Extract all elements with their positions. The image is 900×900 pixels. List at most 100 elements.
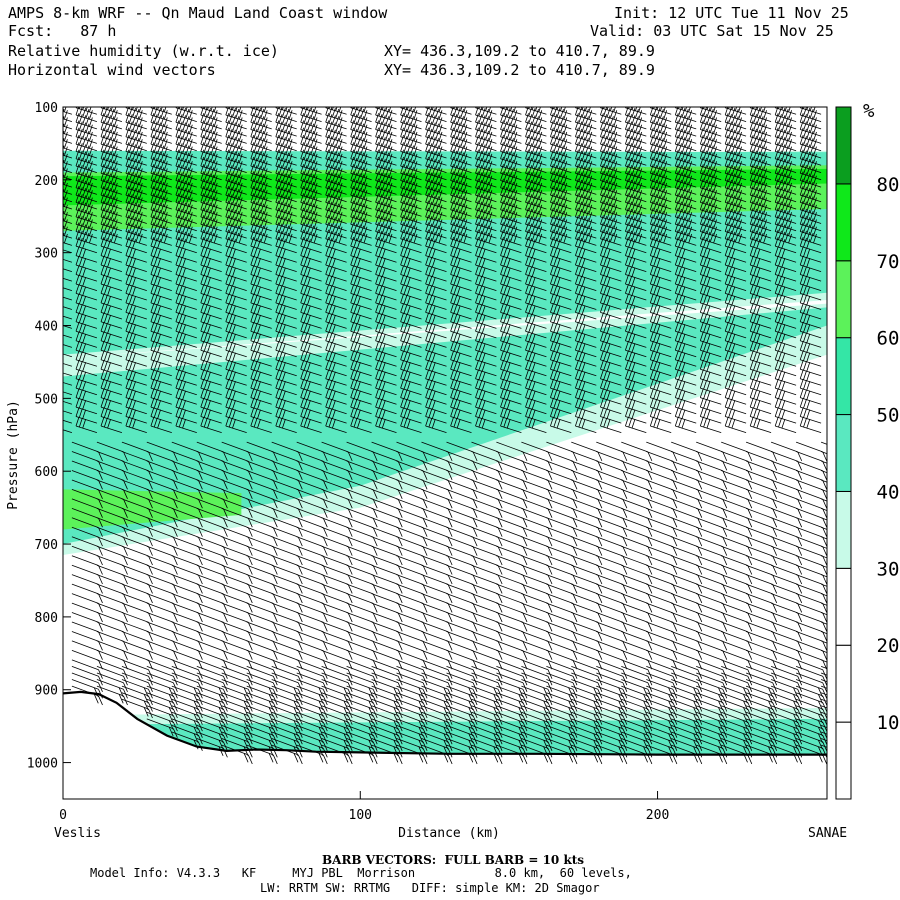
wind-barb-1243 xyxy=(471,470,503,490)
wind-barb-2258 xyxy=(795,602,827,623)
wind-barb-445 xyxy=(200,200,222,217)
wind-barb-2158 xyxy=(749,369,772,386)
wind-barb-1144 xyxy=(425,246,447,263)
wind-barb-1449 xyxy=(525,222,547,239)
wind-barb-1930 xyxy=(674,397,697,415)
wind-barb-367 xyxy=(175,185,197,203)
wind-barb-400 xyxy=(196,498,228,518)
wind-barb-259 xyxy=(146,564,178,585)
wind-barb-1476 xyxy=(546,489,578,509)
wind-barb-2174 xyxy=(770,536,803,556)
wind-barb-240 xyxy=(125,369,147,386)
wind-barb-920 xyxy=(350,312,372,329)
wind-barb-192 xyxy=(121,593,153,613)
wind-barb-291 xyxy=(150,178,172,195)
wind-barb-1560 xyxy=(571,555,603,575)
wind-barb-437 xyxy=(200,142,222,159)
wind-barb-626 xyxy=(271,460,303,480)
wind-barb-541 xyxy=(225,369,247,386)
wind-barb-206 xyxy=(145,107,147,108)
wind-barb-1031 xyxy=(396,650,428,670)
wind-barb-905 xyxy=(350,185,372,203)
wind-barb-662 xyxy=(275,107,297,115)
wind-barb-483 xyxy=(221,564,253,585)
wind-barb-165 xyxy=(100,322,123,339)
wind-barb-622 xyxy=(250,407,272,424)
wind-barb-478 xyxy=(221,517,253,537)
wind-barb-1236 xyxy=(450,388,472,405)
wind-barb-555 xyxy=(246,517,278,537)
wind-barb-431 xyxy=(200,107,222,115)
wind-barb-1947 xyxy=(696,574,728,594)
wind-barb-739 xyxy=(300,107,322,115)
wind-barb-1626 xyxy=(596,451,628,471)
wind-barb-630 xyxy=(271,498,303,518)
wind-barb-1370 xyxy=(500,207,522,224)
wind-barb-677 xyxy=(275,207,297,224)
wind-barb-1673 xyxy=(600,171,622,188)
wind-barb-1830 xyxy=(649,193,672,210)
wind-barb-852 xyxy=(325,397,347,415)
wind-barb-1378 xyxy=(500,274,522,291)
wind-barb-73 xyxy=(75,127,98,144)
wind-barb-1326 xyxy=(496,526,528,547)
wind-barb-294 xyxy=(150,200,172,217)
wind-barb-1409 xyxy=(521,583,553,604)
y-tick-2: 300 xyxy=(35,247,58,262)
wind-barb-2164 xyxy=(770,441,803,462)
wind-barb-89 xyxy=(75,246,98,263)
wind-barb-2233 xyxy=(774,350,797,367)
wind-barb-1532 xyxy=(550,274,572,291)
wind-barb-196 xyxy=(121,631,153,651)
wind-barb-537 xyxy=(225,331,247,348)
y-tick-1: 200 xyxy=(35,174,58,189)
wind-barb-607 xyxy=(250,265,272,282)
wind-barb-1330 xyxy=(496,564,528,585)
wind-barb-1790 xyxy=(646,545,678,566)
wind-barb-1791 xyxy=(646,555,678,575)
wind-barb-1135 xyxy=(425,178,447,195)
wind-barb-943 xyxy=(371,545,403,566)
wind-barb-1386 xyxy=(500,350,522,367)
wind-barb-1228 xyxy=(450,312,472,329)
wind-barb-818 xyxy=(325,113,347,130)
wind-barb-86 xyxy=(75,222,98,239)
wind-barb-1052 xyxy=(400,134,422,152)
wind-barb-825 xyxy=(325,164,347,181)
wind-barb-1225 xyxy=(450,284,472,301)
wind-barb-507 xyxy=(245,107,247,108)
wind-barb-792 xyxy=(321,574,353,594)
wind-barb-2327 xyxy=(820,526,827,530)
wind-barb-2077 xyxy=(724,331,747,348)
wind-barb-193 xyxy=(121,602,153,623)
wind-barb-773 xyxy=(300,378,322,396)
wind-barb-621 xyxy=(250,397,272,415)
wind-barb-711 xyxy=(296,536,328,556)
wind-barb-2209 xyxy=(774,149,797,166)
wind-barb-207 xyxy=(125,107,147,115)
wind-barb-521 xyxy=(225,193,247,210)
wind-barb-1974 xyxy=(699,120,722,137)
wind-barb-1675 xyxy=(600,185,622,203)
wind-barb-690 xyxy=(275,322,297,339)
wind-barb-2330 xyxy=(820,555,827,559)
wind-barb-355 xyxy=(175,107,197,115)
wind-barb-2261 xyxy=(795,631,827,651)
wind-barb-219 xyxy=(125,185,147,203)
wind-barb-411 xyxy=(196,602,228,623)
wind-barb-139 xyxy=(100,113,123,130)
wind-barb-1106 xyxy=(421,631,453,651)
wind-barb-1846 xyxy=(649,331,672,348)
wind-barb-714 xyxy=(296,564,328,585)
wind-barb-1237 xyxy=(450,397,472,415)
wind-barb-1176 xyxy=(446,564,478,585)
wind-barb-1646 xyxy=(596,640,628,660)
wind-barb-1526 xyxy=(550,222,572,239)
wind-barb-1841 xyxy=(649,284,672,301)
wind-barb-1900 xyxy=(674,142,697,159)
wind-barb-2281 xyxy=(799,113,822,130)
wind-barb-993 xyxy=(375,274,397,291)
wind-barb-1715 xyxy=(621,564,653,585)
wind-barb-2308 xyxy=(799,331,822,348)
